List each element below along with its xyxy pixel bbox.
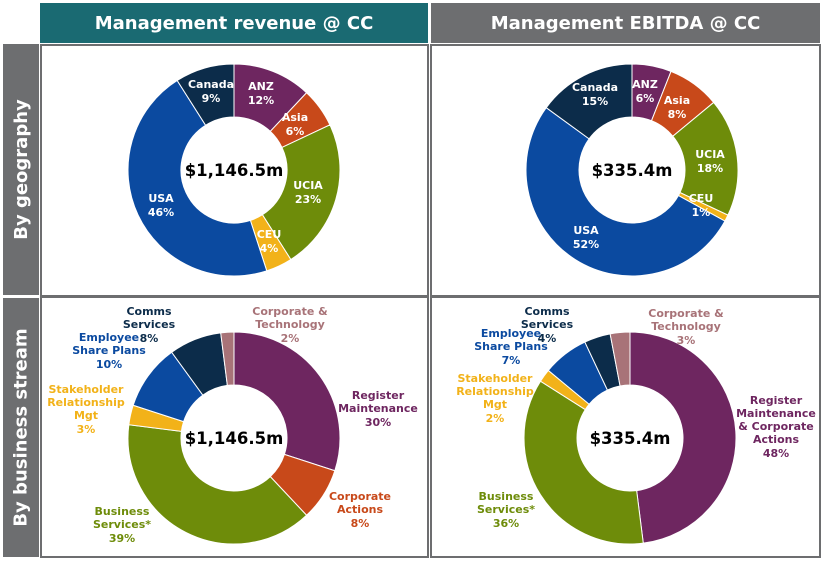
slice-label-employee-share-plans: Employee Share Plans 10%: [72, 331, 146, 371]
row-header-by-geography-label: By geography: [10, 99, 32, 240]
slice-label-anz: ANZ 12%: [248, 80, 274, 107]
slice-canada: [545, 63, 633, 140]
slice-register-maintenance: [233, 331, 341, 472]
slice-label-usa: USA 52%: [573, 224, 599, 251]
slice-label-corporate-technology: Corporate & Technology 2%: [252, 305, 328, 345]
row-header-by-geography: By geography: [3, 44, 39, 295]
panel-ebitda-by-geography: ANZ 6% Asia 8% UCIA 18% CEU 1% USA 52% Canada 15% $3…: [430, 44, 821, 297]
slice-label-asia: Asia 6%: [282, 111, 308, 138]
slice-label-employee-share-plans: Employee Share Plans 7%: [474, 327, 548, 367]
header-management-revenue: Management revenue @ CC: [40, 3, 428, 43]
slice-canada: [176, 63, 235, 126]
slice-label-ceu: CEU 1%: [689, 192, 714, 219]
slice-label-asia: Asia 8%: [664, 94, 690, 121]
slice-business-services: [523, 380, 644, 545]
slice-corporate-technology: [609, 331, 631, 387]
row-header-by-business-stream: By business stream: [3, 298, 39, 557]
slice-label-corporate-actions: Corporate Actions 8%: [329, 490, 391, 530]
panel-ebitda-by-business-stream: Register Maintenance & Corporate Actions 48%…: [430, 296, 821, 558]
slice-label-stakeholder-relationship-mgt: Stakeholder Relationship Mgt 3%: [47, 383, 125, 436]
slice-label-business-services: Business Services* 39%: [93, 505, 151, 545]
slice-label-corporate-technology: Corporate & Technology 3%: [648, 307, 724, 347]
panel-revenue-by-geography: ANZ 12% Asia 6% UCIA 23% CEU 4% USA 46% Canada 9% $1…: [40, 44, 429, 297]
chart-ebitda-by-business-stream: Register Maintenance & Corporate Actions 48%…: [456, 305, 816, 545]
slice-corporate-technology: [220, 331, 235, 386]
slice-label-anz: ANZ 6%: [632, 78, 658, 105]
center-total-label: $335.4m: [590, 429, 671, 448]
row-header-by-business-stream-label: By business stream: [10, 328, 32, 527]
slice-label-register-maintenance: Register Maintenance 30%: [338, 389, 418, 429]
slice-label-stakeholder-relationship-mgt: Stakeholder Relationship Mgt 2%: [456, 372, 534, 425]
header-management-ebitda: Management EBITDA @ CC: [431, 3, 820, 43]
slice-usa: [127, 79, 268, 277]
slice-label-comms-services: Comms Services 4%: [521, 305, 574, 345]
panel-revenue-by-business-stream: Register Maintenance 30% Corporate Actions 8%…: [40, 296, 429, 558]
slice-label-comms-services: Comms Services 8%: [123, 305, 176, 345]
slice-ucia: [261, 124, 341, 261]
slice-label-register-maintenance-corporate-actions: Register Maintenance & Corporate Actions 48%: [736, 394, 816, 460]
chart-revenue-by-business-stream: Register Maintenance 30% Corporate Actions 8%…: [47, 305, 418, 545]
slice-business-services: [127, 424, 308, 545]
slice-label-ceu: CEU 4%: [257, 228, 282, 255]
slice-usa: [525, 106, 726, 277]
slice-label-canada: Canada 15%: [572, 81, 618, 108]
center-total-label: $1,146.5m: [185, 429, 284, 448]
slice-label-business-services: Business Services* 36%: [477, 490, 535, 530]
center-total-label: $335.4m: [592, 161, 673, 180]
chart-ebitda-by-geography: ANZ 6% Asia 8% UCIA 18% CEU 1% USA 52% Canada 15% $3…: [525, 63, 739, 277]
slice-label-ucia: UCIA 23%: [293, 179, 323, 206]
slice-register-maintenance-corporate-actions: [629, 331, 737, 544]
center-total-label: $1,146.5m: [185, 161, 284, 180]
slice-label-ucia: UCIA 18%: [695, 148, 725, 175]
slice-label-usa: USA 46%: [148, 192, 174, 219]
chart-revenue-by-geography: ANZ 12% Asia 6% UCIA 23% CEU 4% USA 46% Canada 9% $1…: [127, 63, 341, 277]
slice-label-canada: Canada 9%: [188, 78, 234, 105]
